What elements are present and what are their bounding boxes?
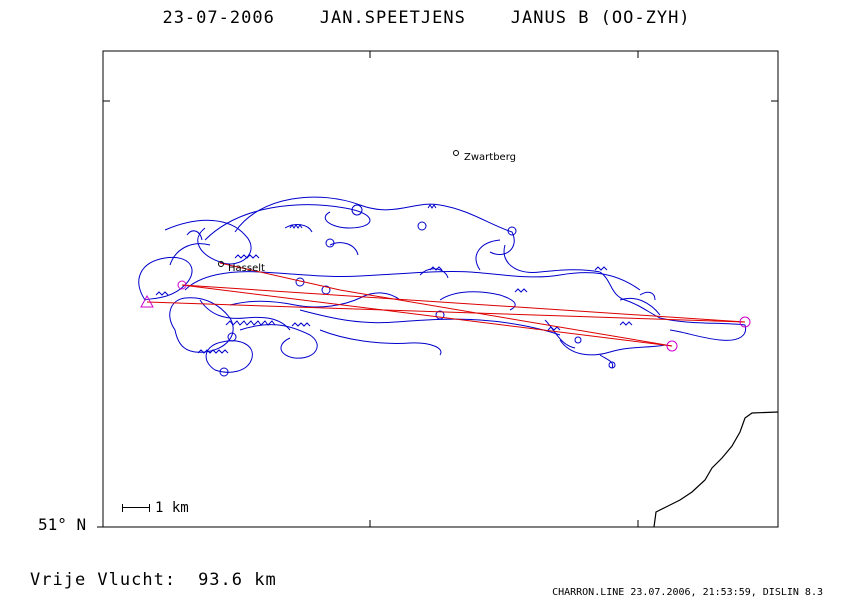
place-marker-hasselt	[218, 261, 224, 267]
turnpoints	[140, 280, 751, 352]
glider-name: JANUS B (OO-ZYH)	[510, 8, 691, 28]
flight-track	[138, 196, 747, 377]
scale-bar-label: 1 km	[155, 500, 189, 516]
task-legs	[146, 262, 746, 347]
turnpoint-marker	[177, 280, 187, 290]
axis-ticks	[97, 51, 778, 528]
distance-label: Vrije Vlucht:	[30, 570, 177, 590]
place-label-hasselt: Hasselt	[228, 263, 265, 274]
map-title: 23-07-2006 JAN.SPEETJENS JANUS B (OO-ZYH…	[0, 8, 853, 28]
flight-distance: Vrije Vlucht: 93.6 km	[30, 570, 277, 590]
distance-value: 93.6 km	[198, 570, 277, 590]
latitude-label: 51° N	[38, 515, 87, 534]
turnpoint-marker	[666, 340, 678, 352]
flight-date: 23-07-2006	[162, 8, 275, 28]
footer-credit: CHARRON.LINE 23.07.2006, 21:53:59, DISLI…	[552, 587, 823, 598]
place-label-zwartberg: Zwartberg	[464, 152, 516, 163]
map-frame	[102, 50, 779, 528]
country-border	[653, 411, 779, 528]
scale-bar: 1 km	[122, 500, 189, 516]
place-marker-zwartberg	[453, 150, 459, 156]
pilot-name: JAN.SPEETJENS	[319, 8, 466, 28]
start-marker	[140, 294, 154, 308]
turnpoint-marker	[739, 316, 751, 328]
scale-bar-line	[122, 504, 150, 512]
